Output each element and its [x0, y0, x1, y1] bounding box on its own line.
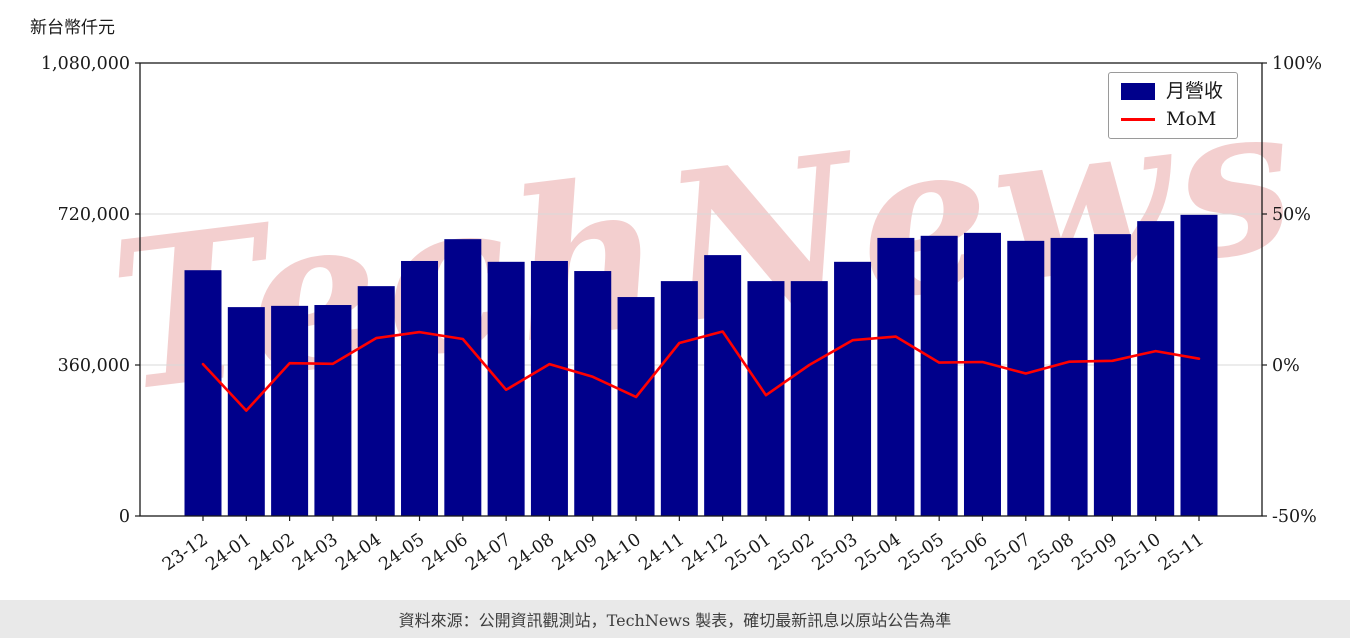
revenue-bar — [920, 235, 958, 517]
y-left-tick-label: 1,080,000 — [41, 54, 130, 74]
revenue-bar — [1050, 237, 1088, 517]
revenue-bar — [660, 281, 698, 516]
mom-line-swatch — [1121, 118, 1155, 121]
x-tick-label: 24-08 — [506, 530, 559, 575]
revenue-bar — [834, 261, 872, 516]
y-left-tick-label: 360,000 — [58, 356, 130, 376]
x-tick-label: 24-06 — [419, 530, 472, 575]
revenue-bar — [184, 270, 222, 516]
revenue-bar — [314, 305, 352, 516]
revenue-bar — [530, 260, 568, 516]
x-tick-label: 24-12 — [679, 530, 732, 575]
x-tick-label: 25-04 — [852, 530, 905, 575]
revenue-bar — [704, 255, 742, 516]
revenue-bar — [357, 286, 395, 516]
revenue-bar — [1093, 234, 1131, 516]
x-tick-label: 24-10 — [592, 530, 645, 575]
revenue-bar — [574, 271, 612, 516]
x-tick-label: 24-07 — [462, 530, 515, 575]
x-tick-label: 24-02 — [246, 530, 299, 575]
x-tick-label: 25-10 — [1112, 530, 1165, 575]
revenue-bar — [790, 281, 828, 516]
y-right-tick-label: 50% — [1272, 205, 1311, 225]
revenue-bar-swatch — [1121, 83, 1155, 100]
revenue-bar — [444, 239, 482, 516]
x-tick-label: 24-03 — [289, 530, 342, 575]
source-footer-text: 資料來源：公開資訊觀測站，TechNews 製表，確切最新訊息以原站公告為準 — [398, 611, 952, 630]
y-right-tick-label: 100% — [1272, 54, 1322, 74]
revenue-legend-label: 月營收 — [1166, 80, 1224, 102]
legend-item-mom: MoM — [1121, 110, 1223, 129]
mom-line — [201, 330, 1201, 412]
y-right-tick-label: -50% — [1272, 507, 1317, 527]
source-footer: 資料來源：公開資訊觀測站，TechNews 製表，確切最新訊息以原站公告為準 — [0, 600, 1350, 638]
x-tick-label: 25-02 — [765, 530, 818, 575]
x-tick-label: 25-08 — [1025, 530, 1078, 575]
revenue-bar — [1007, 240, 1045, 516]
x-tick-label: 25-11 — [1155, 530, 1208, 575]
revenue-bar — [617, 297, 655, 516]
revenue-bar — [1180, 214, 1218, 517]
y-right-tick-label: 0% — [1272, 356, 1300, 376]
x-tick-label: 25-07 — [982, 530, 1035, 575]
chart-legend: 月營收 MoM — [1108, 72, 1239, 139]
plot-border — [139, 62, 1263, 517]
x-tick-label: 24-01 — [202, 530, 255, 575]
x-tick-label: 24-05 — [376, 530, 429, 575]
y-left-tick-label: 0 — [119, 507, 130, 527]
revenue-bar — [401, 260, 439, 516]
revenue-bar — [1137, 221, 1175, 516]
y-left-tick-label: 720,000 — [58, 205, 130, 225]
revenue-bar — [963, 232, 1001, 516]
x-tick-label: 25-09 — [1068, 530, 1121, 575]
x-tick-label: 24-09 — [549, 530, 602, 575]
x-tick-label: 25-01 — [722, 530, 775, 575]
revenue-bar — [747, 281, 785, 516]
x-tick-label: 25-03 — [809, 530, 862, 575]
x-tick-label: 24-04 — [332, 530, 385, 575]
x-tick-label: 24-11 — [635, 530, 688, 575]
x-tick-label: 25-06 — [939, 530, 992, 575]
x-tick-label: 23-12 — [159, 530, 212, 575]
y-axis-unit-label: 新台幣仟元 — [30, 18, 115, 38]
x-tick-label: 25-05 — [895, 530, 948, 575]
revenue-bar — [877, 237, 915, 517]
revenue-bar — [271, 305, 309, 516]
legend-item-revenue: 月營收 — [1121, 82, 1223, 101]
mom-legend-label: MoM — [1166, 108, 1217, 130]
